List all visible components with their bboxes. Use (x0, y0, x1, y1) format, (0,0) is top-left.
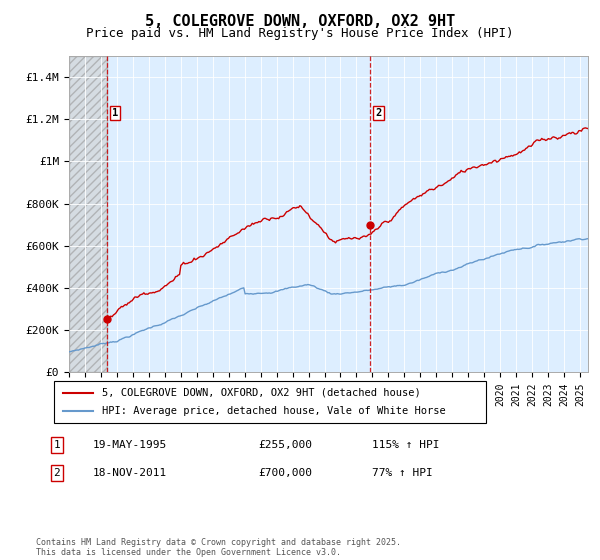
Text: 1: 1 (112, 108, 118, 118)
Text: 5, COLEGROVE DOWN, OXFORD, OX2 9HT (detached house): 5, COLEGROVE DOWN, OXFORD, OX2 9HT (deta… (101, 388, 420, 398)
Text: 18-NOV-2011: 18-NOV-2011 (93, 468, 167, 478)
Text: 19-MAY-1995: 19-MAY-1995 (93, 440, 167, 450)
Text: HPI: Average price, detached house, Vale of White Horse: HPI: Average price, detached house, Vale… (101, 406, 445, 416)
FancyBboxPatch shape (54, 381, 486, 423)
Text: £700,000: £700,000 (258, 468, 312, 478)
Text: 5, COLEGROVE DOWN, OXFORD, OX2 9HT: 5, COLEGROVE DOWN, OXFORD, OX2 9HT (145, 14, 455, 29)
Text: 77% ↑ HPI: 77% ↑ HPI (372, 468, 433, 478)
Text: 2: 2 (375, 108, 382, 118)
Bar (69, 56, 107, 372)
Text: 1: 1 (53, 440, 61, 450)
Text: 115% ↑ HPI: 115% ↑ HPI (372, 440, 439, 450)
Text: £255,000: £255,000 (258, 440, 312, 450)
Text: Price paid vs. HM Land Registry's House Price Index (HPI): Price paid vs. HM Land Registry's House … (86, 27, 514, 40)
Text: Contains HM Land Registry data © Crown copyright and database right 2025.
This d: Contains HM Land Registry data © Crown c… (36, 538, 401, 557)
Text: 2: 2 (53, 468, 61, 478)
